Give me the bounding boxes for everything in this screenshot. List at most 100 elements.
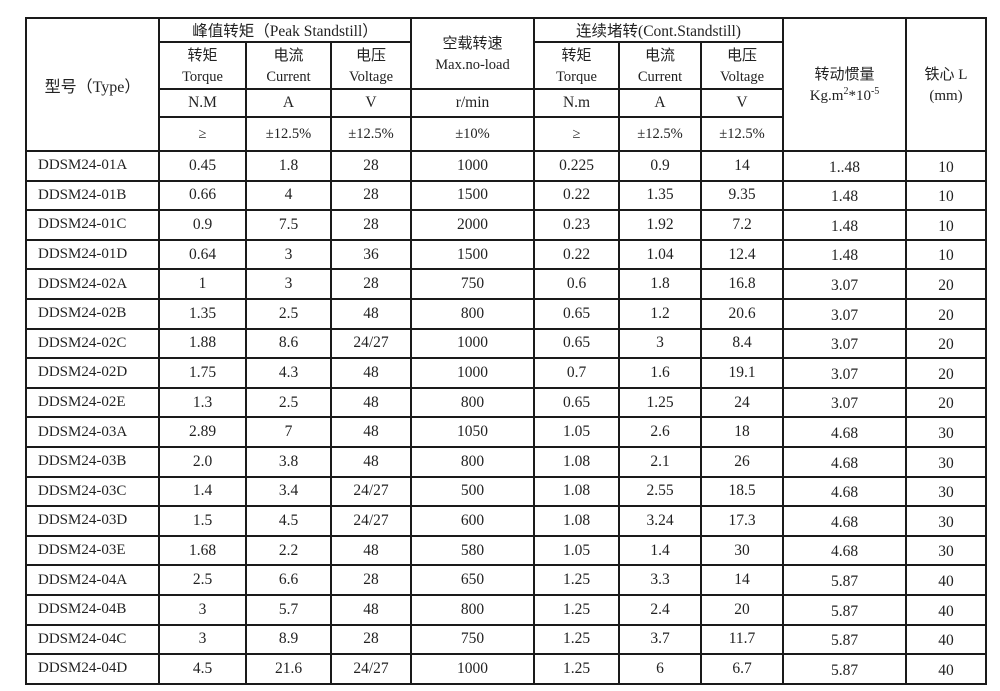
value-cell: 48	[330, 297, 412, 330]
value-cell: 40	[905, 593, 987, 626]
value-cell: 2.4	[618, 593, 702, 626]
spec-row: DDSM24-04D 4.5 21.6 24/27 1000 1.25 6 6.7 5.87 40	[25, 653, 987, 685]
unit-cont-voltage: V	[700, 88, 784, 118]
value-cell: 0.65	[533, 386, 620, 419]
value-cell: 2.89	[158, 416, 247, 448]
tolerance-peak-current: ±12.5%	[245, 116, 332, 152]
value-cell: 1.48	[782, 209, 907, 241]
value-cell: 1.92	[618, 209, 702, 241]
value-cell: 9.35	[700, 179, 784, 212]
value-cell: 1..48	[782, 150, 907, 182]
header-units-row: N.M A V r/min N.m A V	[26, 88, 986, 118]
value-cell: 3.3	[618, 564, 702, 596]
core-label-zh: 铁心 L	[924, 66, 968, 83]
value-cell: 3.24	[618, 505, 702, 537]
value-cell: 1.4	[158, 475, 247, 508]
column-group-peak-standstill: 峰值转矩（Peak Standstill）	[158, 17, 412, 43]
column-header-cont-current: 电流 Current	[618, 41, 702, 90]
value-cell: 1.3	[158, 386, 247, 419]
value-cell: 3.07	[782, 386, 907, 419]
motor-spec-table: 型号（Type） 峰值转矩（Peak Standstill） 空载转速 Max.…	[25, 17, 987, 685]
model-cell: DDSM24-03B	[25, 445, 160, 478]
tolerance-speed: ±10%	[410, 116, 535, 152]
value-cell: 8.9	[245, 623, 332, 656]
model-cell: DDSM24-03C	[25, 475, 160, 508]
value-cell: 1.05	[533, 416, 620, 448]
value-cell: 0.6	[533, 268, 620, 300]
value-cell: 7.5	[245, 209, 332, 241]
value-cell: 24/27	[330, 327, 412, 360]
value-cell: 20	[905, 327, 987, 360]
value-cell: 24	[700, 386, 784, 419]
value-cell: 18.5	[700, 475, 784, 508]
value-cell: 14	[700, 150, 784, 182]
value-cell: 1.25	[533, 623, 620, 656]
value-cell: 40	[905, 623, 987, 656]
column-header-cont-torque: 转矩 Torque	[533, 41, 620, 90]
value-cell: 30	[905, 534, 987, 567]
column-header-peak-voltage: 电压 Voltage	[330, 41, 412, 90]
value-cell: 650	[410, 564, 535, 596]
value-cell: 0.65	[533, 327, 620, 360]
value-cell: 1000	[410, 653, 535, 685]
value-cell: 48	[330, 416, 412, 448]
header-tolerance-row: ≥ ±12.5% ±12.5% ±10% ≥ ±12.5% ±12.5%	[26, 116, 986, 152]
value-cell: 1.08	[533, 505, 620, 537]
unit-peak-torque: N.M	[158, 88, 247, 118]
model-cell: DDSM24-04D	[25, 653, 160, 685]
value-cell: 1500	[410, 179, 535, 212]
table-header: 型号（Type） 峰值转矩（Peak Standstill） 空载转速 Max.…	[25, 17, 987, 152]
column-header-peak-current: 电流 Current	[245, 41, 332, 90]
model-cell: DDSM24-02C	[25, 327, 160, 360]
value-cell: 4.5	[245, 505, 332, 537]
value-cell: 11.7	[700, 623, 784, 656]
value-cell: 1.2	[618, 297, 702, 330]
no-load-label-en: Max.no-load	[435, 56, 510, 73]
value-cell: 1050	[410, 416, 535, 448]
value-cell: 7.2	[700, 209, 784, 241]
value-cell: 2.5	[158, 564, 247, 596]
value-cell: 20	[905, 268, 987, 300]
value-cell: 1.8	[618, 268, 702, 300]
value-cell: 2.6	[618, 416, 702, 448]
value-cell: 3.8	[245, 445, 332, 478]
value-cell: 1000	[410, 150, 535, 182]
value-cell: 1.08	[533, 475, 620, 508]
spec-row: DDSM24-03E 1.68 2.2 48 580 1.05 1.4 30 4.68 30	[25, 534, 987, 567]
value-cell: 20	[905, 357, 987, 389]
tolerance-cont-current: ±12.5%	[618, 116, 702, 152]
value-cell: 26	[700, 445, 784, 478]
spec-row: DDSM24-03C 1.4 3.4 24/27 500 1.08 2.55 18.5 4.68…	[25, 475, 987, 508]
value-cell: 20.6	[700, 297, 784, 330]
value-cell: 40	[905, 564, 987, 596]
value-cell: 1.25	[533, 564, 620, 596]
value-cell: 1.25	[533, 653, 620, 685]
column-header-cont-voltage: 电压 Voltage	[700, 41, 784, 90]
value-cell: 3.07	[782, 327, 907, 360]
value-cell: 0.22	[533, 238, 620, 271]
value-cell: 6.7	[700, 653, 784, 685]
value-cell: 17.3	[700, 505, 784, 537]
value-cell: 3	[158, 623, 247, 656]
value-cell: 6.6	[245, 564, 332, 596]
value-cell: 1.88	[158, 327, 247, 360]
value-cell: 3	[158, 593, 247, 626]
value-cell: 1.25	[533, 593, 620, 626]
value-cell: 0.9	[158, 209, 247, 241]
value-cell: 3.07	[782, 297, 907, 330]
value-cell: 24/27	[330, 653, 412, 685]
value-cell: 48	[330, 357, 412, 389]
value-cell: 2.0	[158, 445, 247, 478]
value-cell: 36	[330, 238, 412, 271]
value-cell: 6	[618, 653, 702, 685]
value-cell: 24/27	[330, 475, 412, 508]
value-cell: 2.55	[618, 475, 702, 508]
value-cell: 600	[410, 505, 535, 537]
value-cell: 2.5	[245, 386, 332, 419]
model-cell: DDSM24-04A	[25, 564, 160, 596]
value-cell: 16.8	[700, 268, 784, 300]
value-cell: 1.48	[782, 179, 907, 212]
value-cell: 3.07	[782, 357, 907, 389]
spec-row: DDSM24-03B 2.0 3.8 48 800 1.08 2.1 26 4.68 30	[25, 445, 987, 478]
value-cell: 3.4	[245, 475, 332, 508]
